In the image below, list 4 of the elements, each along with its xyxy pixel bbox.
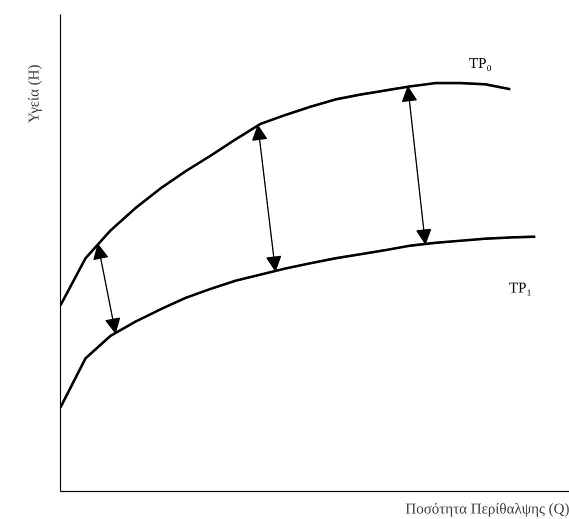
text: TP₁ bbox=[508, 280, 532, 297]
y-axis-title: Υγεία (H) bbox=[26, 64, 42, 123]
x-axis-title: Ποσότητα Περίθαλψης (Q) bbox=[405, 502, 569, 518]
series-label: TP₀ bbox=[468, 56, 492, 72]
